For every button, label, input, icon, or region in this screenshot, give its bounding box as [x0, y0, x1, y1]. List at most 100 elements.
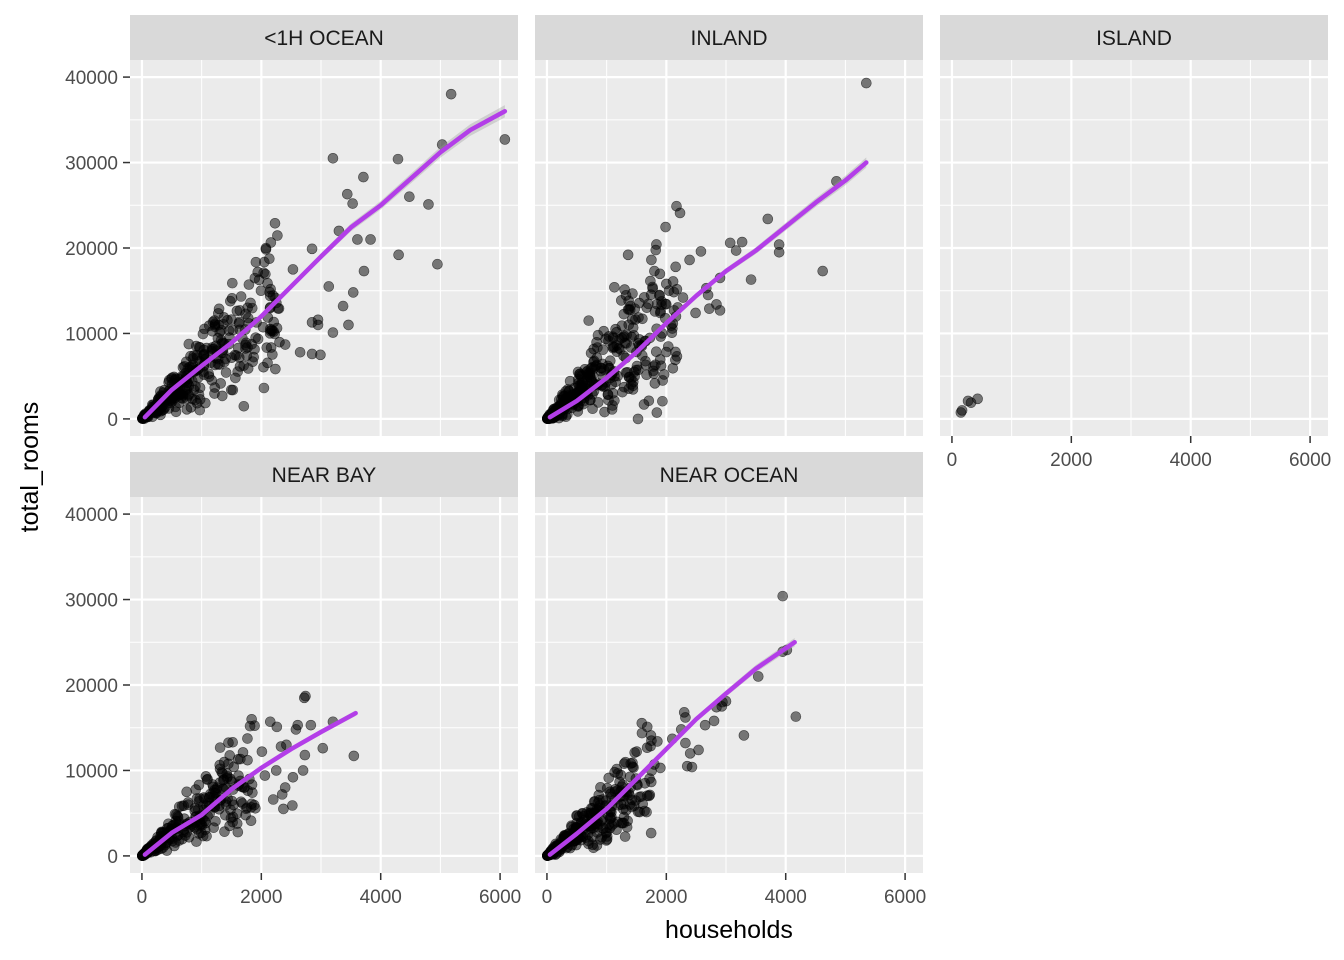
- data-point: [632, 413, 644, 425]
- data-point: [654, 289, 665, 301]
- facet-strip: [940, 15, 1328, 60]
- data-point: [267, 349, 278, 360]
- data-point: [358, 171, 369, 183]
- data-point: [609, 282, 620, 293]
- y-tick-label: 30000: [65, 591, 118, 612]
- data-point: [674, 207, 686, 219]
- data-point: [630, 314, 641, 325]
- facet-label: NEAR OCEAN: [660, 464, 799, 487]
- data-point: [317, 742, 329, 754]
- data-point: [358, 265, 370, 277]
- data-point: [214, 742, 226, 753]
- x-tick-label: 2000: [645, 887, 687, 908]
- data-point: [660, 298, 672, 310]
- data-point: [619, 831, 631, 842]
- y-axis-title: total_rooms: [16, 402, 44, 533]
- data-point: [634, 791, 645, 803]
- data-point: [227, 277, 238, 289]
- x-tick-label: 4000: [360, 887, 402, 908]
- data-point: [578, 810, 589, 822]
- x-tick-label: 6000: [479, 887, 521, 908]
- data-point: [272, 230, 283, 241]
- data-point: [333, 225, 345, 237]
- data-point: [773, 246, 785, 258]
- panel-inland: INLAND: [535, 15, 923, 436]
- data-point: [210, 340, 222, 352]
- data-point: [610, 323, 621, 335]
- facet-strip: [130, 15, 518, 60]
- x-tick-label: 6000: [884, 887, 926, 908]
- data-point: [247, 787, 258, 798]
- data-point: [226, 293, 238, 304]
- data-point: [622, 249, 634, 261]
- data-point: [235, 291, 247, 302]
- data-point: [614, 334, 625, 345]
- data-point: [260, 244, 272, 255]
- data-point: [638, 292, 650, 303]
- smooth-line: [547, 640, 797, 857]
- data-point: [269, 217, 281, 229]
- data-point: [278, 803, 289, 815]
- panel-near-ocean: NEAR OCEAN 0 2000 4000 6000: [535, 452, 926, 908]
- data-point: [628, 762, 639, 773]
- data-point: [670, 346, 681, 358]
- data-point: [244, 720, 256, 732]
- facet-label: <1H OCEAN: [264, 27, 384, 50]
- data-point: [655, 307, 666, 319]
- data-point: [657, 395, 668, 407]
- data-point: [611, 824, 622, 835]
- data-point: [393, 249, 404, 261]
- data-point: [597, 344, 609, 355]
- data-point: [264, 286, 275, 298]
- data-point: [572, 406, 584, 417]
- data-point: [258, 382, 270, 394]
- data-point: [661, 278, 672, 290]
- data-point: [625, 342, 637, 353]
- x-tick-label: 2000: [1050, 450, 1092, 471]
- data-point: [638, 399, 650, 410]
- data-point: [736, 236, 748, 248]
- data-point: [680, 737, 691, 749]
- data-point: [603, 335, 614, 346]
- data-point: [699, 719, 711, 731]
- data-point: [327, 152, 339, 164]
- data-point: [171, 391, 183, 402]
- data-point: [615, 799, 627, 810]
- data-point: [650, 359, 661, 371]
- data-point: [337, 300, 349, 312]
- data-point: [234, 361, 246, 372]
- data-point: [365, 234, 376, 245]
- y-tick-label: 0: [107, 847, 118, 868]
- data-point: [625, 300, 636, 312]
- data-point: [182, 797, 194, 808]
- data-point: [242, 733, 253, 744]
- data-point: [240, 809, 251, 821]
- data-point: [392, 153, 404, 165]
- data-point: [248, 351, 259, 363]
- data-point: [231, 818, 243, 829]
- data-point: [641, 721, 653, 733]
- data-point: [636, 350, 648, 361]
- y-tick-label: 40000: [65, 505, 118, 526]
- data-point: [610, 783, 621, 795]
- data-point: [183, 831, 195, 843]
- data-point: [250, 332, 261, 343]
- facet-strip: [130, 452, 518, 497]
- data-point: [708, 715, 720, 727]
- data-point: [702, 289, 714, 301]
- panel-1h-ocean: <1H OCEAN 0 10000 20000 30000 40000: [65, 15, 518, 436]
- data-point: [198, 349, 210, 361]
- data-point: [668, 286, 680, 298]
- data-point: [208, 822, 219, 833]
- data-point: [620, 290, 632, 301]
- facet-label: ISLAND: [1096, 27, 1172, 50]
- data-point: [684, 254, 695, 266]
- data-point: [215, 378, 226, 389]
- data-point: [181, 786, 192, 798]
- data-point: [264, 253, 275, 265]
- data-point: [352, 234, 363, 245]
- data-point: [240, 337, 252, 349]
- facet-label: INLAND: [690, 27, 767, 50]
- data-point: [279, 782, 291, 793]
- data-point: [201, 830, 212, 842]
